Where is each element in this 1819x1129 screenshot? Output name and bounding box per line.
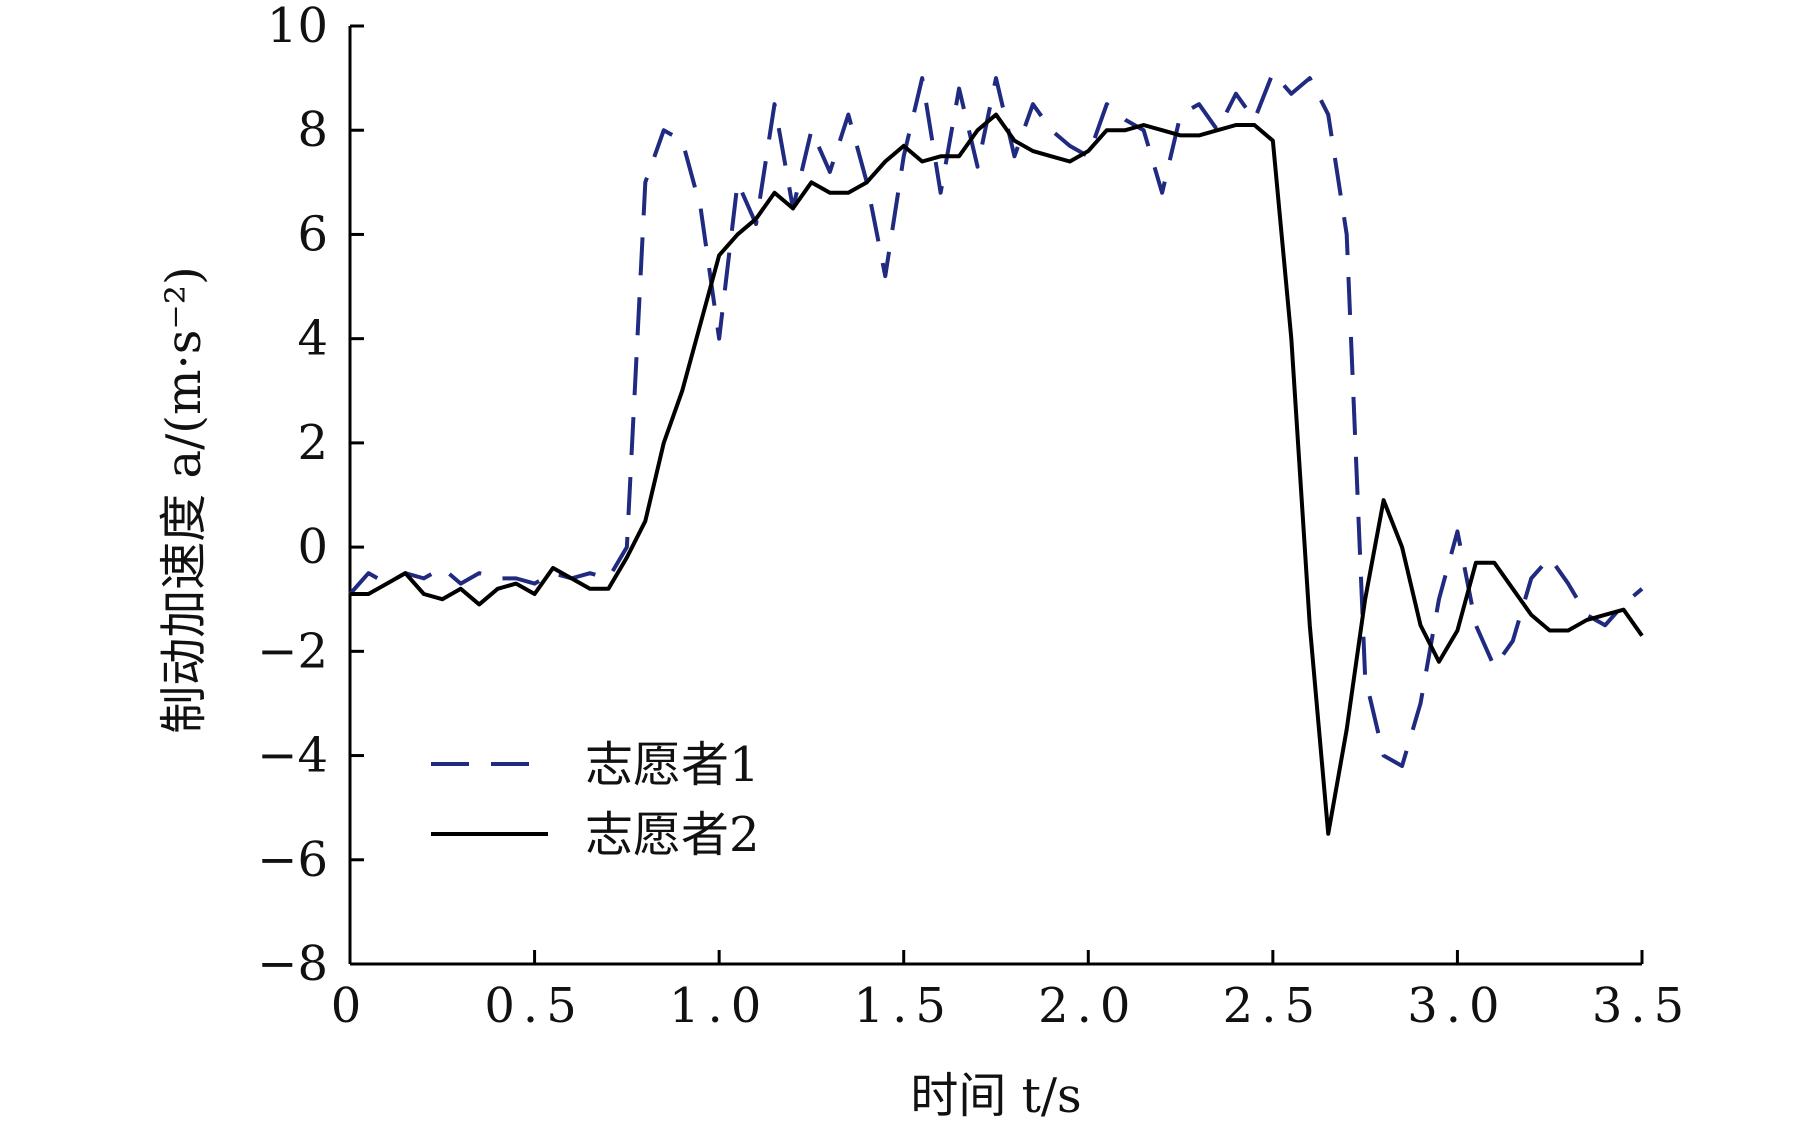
x-tick-label: 3.5 bbox=[1592, 978, 1692, 1034]
legend-label: 志愿者1 bbox=[585, 737, 760, 793]
y-tick-label: 6 bbox=[297, 206, 328, 262]
series-line bbox=[350, 112, 1644, 836]
y-tick-label: −8 bbox=[257, 936, 328, 992]
y-tick-label: 10 bbox=[267, 0, 328, 54]
y-tick-label: 4 bbox=[297, 311, 328, 367]
x-tick-label: 0.5 bbox=[484, 978, 584, 1034]
y-tick-label: 8 bbox=[297, 102, 328, 158]
x-tick-label: 2.5 bbox=[1223, 978, 1323, 1034]
x-tick-label: 2.0 bbox=[1038, 978, 1138, 1034]
y-axis-label: 制动加速度 a/(m·s⁻²) bbox=[156, 266, 212, 734]
y-tick-label: −2 bbox=[257, 623, 328, 679]
x-tick-label: 3.0 bbox=[1407, 978, 1507, 1034]
y-tick-label: −4 bbox=[257, 728, 328, 784]
legend-label: 志愿者2 bbox=[585, 807, 760, 863]
x-tick-label: 1.5 bbox=[854, 978, 954, 1034]
x-tick-label: 0 bbox=[331, 978, 370, 1034]
y-tick-label: −6 bbox=[257, 832, 328, 888]
series-line bbox=[348, 70, 1644, 768]
x-tick-label: 1.0 bbox=[669, 978, 769, 1034]
y-tick-label: 2 bbox=[297, 415, 328, 471]
y-tick-label: 0 bbox=[297, 519, 328, 575]
x-axis-label: 时间 t/s bbox=[910, 1068, 1081, 1124]
